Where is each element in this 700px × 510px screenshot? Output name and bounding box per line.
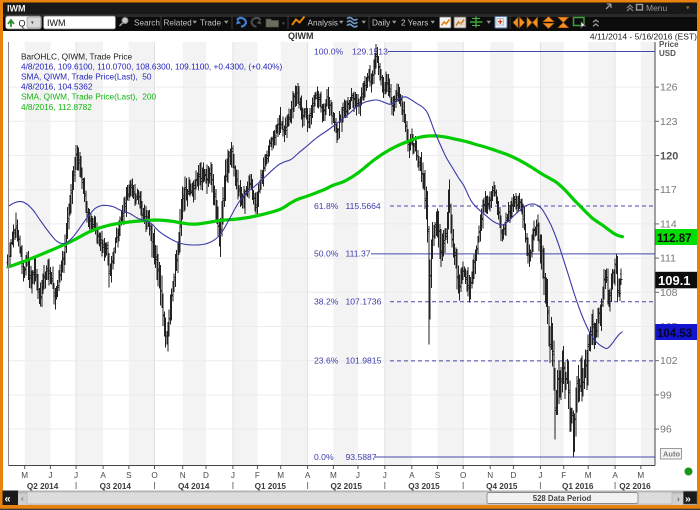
svg-text:115.5664: 115.5664 (346, 201, 381, 211)
svg-text:D: D (510, 471, 516, 480)
svg-text:M: M (277, 471, 284, 480)
svg-text:F: F (255, 471, 260, 480)
svg-text:112.87: 112.87 (657, 233, 692, 245)
svg-text:123: 123 (660, 116, 678, 128)
svg-text:108: 108 (660, 287, 678, 299)
svg-text:Q2 2014: Q2 2014 (27, 482, 59, 491)
svg-text:Q1 2016: Q1 2016 (562, 482, 594, 491)
svg-text:A: A (612, 471, 618, 480)
svg-text:M: M (585, 471, 592, 480)
svg-text:Menu: Menu (646, 3, 668, 13)
svg-text:S: S (126, 471, 132, 480)
svg-text:O: O (460, 471, 466, 480)
svg-text:A: A (305, 471, 311, 480)
svg-text:Search: Search (134, 19, 160, 28)
svg-text:Trade: Trade (200, 19, 222, 28)
svg-text:Q2 2016: Q2 2016 (619, 482, 651, 491)
svg-text:38.2%: 38.2% (314, 297, 339, 307)
svg-text:Q4 2014: Q4 2014 (178, 482, 210, 491)
svg-text:N: N (487, 471, 493, 480)
svg-text:J: J (48, 471, 52, 480)
svg-text:Related: Related (164, 19, 193, 28)
svg-text:114: 114 (660, 218, 677, 230)
svg-text:M: M (330, 471, 337, 480)
svg-text:100.0%: 100.0% (314, 46, 344, 56)
svg-text:O: O (151, 471, 157, 480)
svg-text:A: A (409, 471, 415, 480)
svg-text:126: 126 (660, 82, 678, 94)
svg-text:Q3 2014: Q3 2014 (100, 482, 132, 491)
svg-text:J: J (383, 471, 387, 480)
svg-text:129.1513: 129.1513 (352, 46, 388, 56)
svg-text:S: S (435, 471, 441, 480)
svg-text:J: J (74, 471, 78, 480)
svg-text:M: M (637, 471, 644, 480)
svg-text:4/8/2016, 109.6100, 110.0700,: 4/8/2016, 109.6100, 110.0700, 108.6300, … (21, 62, 283, 72)
svg-text:Auto: Auto (663, 450, 680, 459)
svg-text:BarOHLC, QIWM, Trade Price: BarOHLC, QIWM, Trade Price (21, 52, 132, 62)
svg-text:F: F (561, 471, 566, 480)
svg-text:Daily: Daily (372, 19, 391, 28)
svg-text:N: N (180, 471, 186, 480)
svg-text:Q2 2015: Q2 2015 (330, 482, 362, 491)
svg-text:0.0%: 0.0% (314, 452, 334, 462)
svg-text:117: 117 (660, 184, 677, 196)
svg-text:109.1: 109.1 (658, 273, 691, 288)
svg-text:‹: ‹ (21, 494, 24, 503)
svg-text:D: D (203, 471, 209, 480)
svg-text:»: » (685, 493, 691, 505)
svg-text:Price: Price (659, 40, 679, 49)
svg-text:Q4 2015: Q4 2015 (486, 482, 518, 491)
svg-text:104.53: 104.53 (657, 328, 692, 340)
svg-text:50.0%: 50.0% (314, 249, 339, 259)
svg-text:J: J (231, 471, 235, 480)
svg-text:107.1736: 107.1736 (346, 297, 382, 307)
svg-text:Analysis: Analysis (308, 19, 339, 28)
svg-text:111.37: 111.37 (346, 249, 371, 259)
svg-text:«: « (5, 494, 11, 506)
svg-text:99: 99 (660, 389, 672, 401)
svg-text:SMA, QIWM, Trade Price(Last),: SMA, QIWM, Trade Price(Last), 200 (21, 92, 156, 102)
svg-text:61.8%: 61.8% (314, 201, 339, 211)
svg-text:93.5887: 93.5887 (346, 452, 377, 462)
svg-text:A: A (100, 471, 106, 480)
svg-text:4/8/2016, 104.5362: 4/8/2016, 104.5362 (21, 82, 93, 92)
svg-text:IWM: IWM (7, 4, 26, 14)
svg-text:23.6%: 23.6% (314, 356, 339, 366)
svg-text:4/11/2014 - 5/16/2016 (EST): 4/11/2014 - 5/16/2016 (EST) (590, 32, 697, 42)
svg-text:QIWM: QIWM (288, 31, 314, 41)
svg-text:101.9815: 101.9815 (346, 356, 382, 366)
svg-text:J: J (538, 471, 542, 480)
svg-text:528 Data Period: 528 Data Period (533, 494, 592, 503)
svg-text:J: J (356, 471, 360, 480)
svg-text:Q3 2015: Q3 2015 (408, 482, 440, 491)
svg-text:Q: Q (19, 19, 26, 29)
svg-text:2 Years: 2 Years (401, 19, 428, 28)
svg-text:120: 120 (660, 150, 678, 162)
svg-text:SMA, QIWM, Trade Price(Last),: SMA, QIWM, Trade Price(Last), 50 (21, 72, 152, 82)
svg-text:102: 102 (660, 355, 678, 367)
svg-text:M: M (21, 471, 28, 480)
svg-text:USD: USD (659, 49, 676, 58)
svg-text:›: › (677, 495, 680, 504)
svg-text:IWM: IWM (47, 18, 66, 28)
svg-text:Q1 2015: Q1 2015 (255, 482, 287, 491)
svg-text:111: 111 (660, 253, 676, 265)
svg-text:4/8/2016, 112.8782: 4/8/2016, 112.8782 (21, 102, 92, 112)
svg-text:96: 96 (660, 424, 672, 436)
